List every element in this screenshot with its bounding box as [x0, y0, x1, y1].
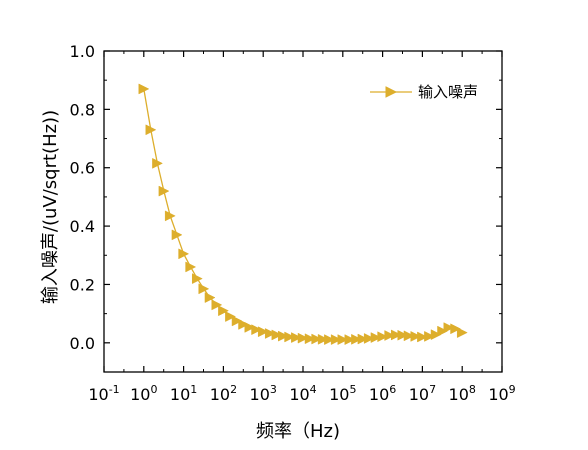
data-point — [351, 333, 362, 345]
x-tick-label: 10-1 — [88, 383, 119, 404]
data-point — [178, 248, 190, 260]
y-axis-title: 输入噪声/(uV/sqrt(Hz)) — [40, 110, 61, 304]
y-tick-label: 1.0 — [70, 42, 95, 61]
data-point — [185, 261, 197, 273]
data-point — [304, 333, 316, 345]
data-point — [456, 327, 468, 339]
data-point — [370, 332, 382, 343]
data-point — [397, 329, 409, 341]
data-point — [363, 333, 375, 344]
x-tick-label: 109 — [488, 383, 515, 404]
data-point — [424, 330, 435, 342]
data-point — [344, 334, 356, 346]
legend-label: 输入噪声 — [418, 83, 478, 101]
legend: 输入噪声 — [370, 83, 478, 101]
data-point — [417, 331, 428, 343]
data-point — [430, 329, 442, 341]
data-point — [330, 334, 342, 346]
legend-marker — [385, 86, 398, 98]
y-tick-label: 0.0 — [70, 334, 95, 353]
data-point — [284, 331, 296, 343]
data-point — [410, 330, 422, 342]
data-point — [337, 334, 349, 346]
data-point — [443, 322, 455, 334]
data-point — [264, 328, 276, 339]
data-point — [311, 333, 323, 345]
x-tick-label: 103 — [250, 383, 277, 404]
data-point — [297, 332, 309, 344]
x-tick-label: 104 — [289, 383, 316, 404]
x-tick-label: 108 — [449, 383, 476, 404]
data-point — [198, 283, 210, 295]
data-point — [257, 326, 269, 338]
data-point — [164, 210, 176, 222]
data-point — [357, 333, 369, 345]
data-point — [191, 273, 203, 285]
data-point — [138, 83, 150, 95]
data-point — [403, 330, 415, 342]
data-point — [145, 124, 157, 136]
x-axis-title: 频率（Hz) — [256, 421, 340, 442]
x-tick-label: 102 — [210, 383, 237, 404]
data-point — [271, 329, 283, 341]
x-tick-label: 101 — [170, 383, 197, 404]
data-point — [238, 319, 250, 330]
data-point — [384, 330, 396, 341]
data-point — [244, 321, 256, 333]
data-point — [231, 315, 243, 327]
x-tick-label: 105 — [329, 383, 356, 404]
data-point — [152, 157, 163, 169]
data-point — [211, 299, 223, 311]
data-point — [278, 330, 289, 342]
x-tick-label: 100 — [130, 383, 157, 404]
data-point — [450, 323, 462, 335]
data-point — [437, 325, 449, 337]
data-point — [317, 333, 329, 345]
data-point — [225, 311, 236, 322]
y-tick-label: 0.4 — [70, 217, 95, 236]
plot-marks — [138, 83, 468, 346]
data-point — [291, 332, 302, 343]
data-point — [171, 229, 183, 241]
data-point — [324, 334, 335, 346]
data-point — [218, 305, 229, 317]
y-tick-label: 0.6 — [70, 159, 95, 178]
data-point — [377, 331, 389, 343]
axes: 10-1 100 101 102 103 104 105 106 107 108 109 0.0 0.2… — [70, 42, 516, 404]
y-tick-label: 0.8 — [70, 100, 95, 119]
data-point — [158, 185, 170, 197]
y-tick-label: 0.2 — [70, 275, 95, 294]
x-tick-label: 106 — [369, 383, 396, 404]
data-point — [390, 329, 402, 341]
data-point — [251, 324, 263, 336]
x-tick-label: 107 — [409, 383, 436, 404]
data-point — [204, 292, 216, 303]
